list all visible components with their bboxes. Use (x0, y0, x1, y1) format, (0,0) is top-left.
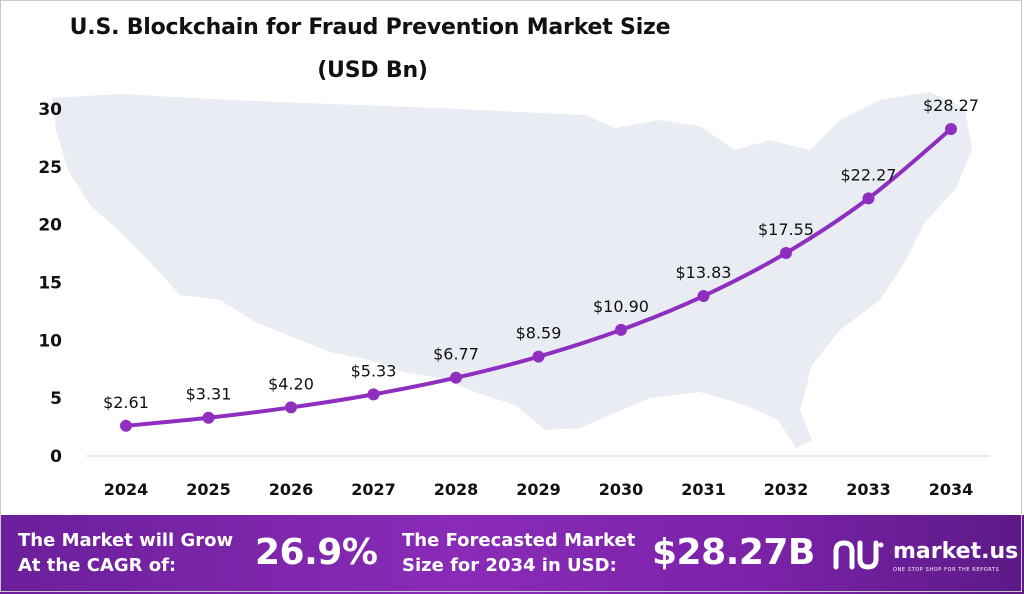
x-tick-label: 2034 (929, 480, 974, 499)
data-label: $10.90 (593, 297, 649, 316)
chart-subtitle: (USD Bn) (317, 58, 428, 83)
y-tick-label: 30 (38, 100, 62, 120)
market-us-logo-icon (833, 540, 884, 570)
data-label: $5.33 (351, 361, 397, 380)
x-tick-label: 2033 (846, 480, 891, 499)
data-label: $17.55 (758, 220, 814, 239)
usa-map-background (52, 92, 972, 448)
forecast-value: $28.27B (652, 532, 815, 573)
y-tick-label: 15 (38, 274, 62, 294)
data-point (697, 290, 710, 303)
data-label: $2.61 (103, 393, 149, 412)
data-point (615, 323, 627, 336)
cagr-label-line1: The Market will Grow (18, 530, 234, 551)
brand-tagline: ONE STOP SHOP FOR THE REPORTS (893, 567, 1000, 573)
y-tick-label: 5 (50, 389, 62, 409)
summary-banner: The Market will Grow At the CAGR of: 26.… (0, 515, 1024, 594)
data-point (780, 247, 792, 260)
data-point (120, 419, 132, 432)
x-tick-label: 2031 (681, 480, 726, 499)
data-point (945, 123, 957, 136)
data-point (450, 371, 462, 384)
cagr-label-line2: At the CAGR of: (18, 555, 177, 576)
x-tick-label: 2026 (269, 480, 314, 499)
y-tick-label: 0 (50, 447, 62, 467)
cagr-value: 26.9% (255, 532, 378, 573)
data-point (532, 350, 545, 363)
x-tick-label: 2025 (186, 480, 231, 499)
data-label: $13.83 (676, 263, 732, 282)
x-tick-label: 2027 (351, 480, 396, 499)
y-tick-label: 25 (38, 158, 62, 178)
data-point (862, 192, 875, 205)
x-tick-label: 2029 (516, 480, 561, 499)
data-label: $28.27 (923, 96, 979, 115)
data-label: $3.31 (186, 385, 232, 404)
y-tick-label: 10 (38, 331, 62, 351)
brand-name: market.us (893, 539, 1019, 564)
x-tick-label: 2030 (599, 480, 644, 499)
y-axis: 0 5 10 15 20 25 30 (38, 100, 62, 467)
x-tick-label: 2032 (764, 480, 809, 499)
forecast-label-line1: The Forecasted Market (402, 530, 636, 551)
data-point (285, 401, 297, 414)
y-tick-label: 20 (38, 216, 62, 236)
x-tick-label: 2024 (104, 480, 149, 499)
data-points (120, 123, 957, 432)
x-axis: 2024 2025 2026 2027 2028 2029 2030 2031 2032 2033… (86, 455, 990, 499)
data-label: $8.59 (516, 324, 562, 343)
forecast-label-line2: Size for 2034 in USD: (402, 555, 617, 576)
data-label: $4.20 (268, 374, 314, 393)
x-tick-label: 2028 (434, 480, 479, 499)
data-point (202, 411, 215, 424)
data-label: $22.27 (841, 165, 897, 184)
chart-title: U.S. Blockchain for Fraud Prevention Mar… (69, 15, 671, 40)
data-point (367, 388, 380, 401)
data-label: $6.77 (433, 345, 479, 364)
data-labels: $2.61 $3.31 $4.20 $5.33 $6.77 $8.59 $10.90 $13.… (103, 96, 979, 412)
